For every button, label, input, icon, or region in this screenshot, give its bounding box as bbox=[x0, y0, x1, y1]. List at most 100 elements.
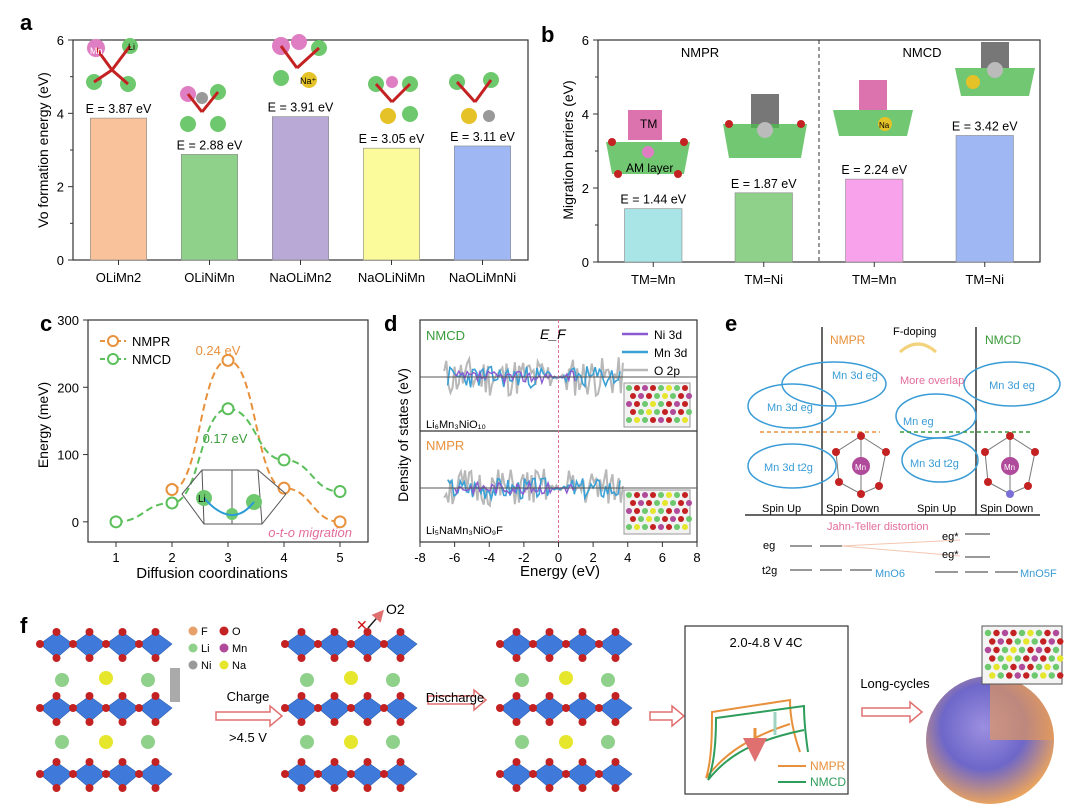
category-label: OLiMn2 bbox=[96, 270, 142, 285]
lattice-atom bbox=[677, 408, 685, 416]
interlayer-atom bbox=[559, 671, 573, 685]
bar-value-label: E = 3.11 eV bbox=[450, 130, 515, 144]
oxygen-atom bbox=[611, 784, 620, 792]
lattice-atom bbox=[685, 515, 693, 523]
oxygen-atom bbox=[562, 704, 570, 712]
lattice-atom bbox=[1027, 646, 1034, 654]
group-label-nmcd: NMCD bbox=[903, 45, 942, 60]
category-label: NaOLiMn2 bbox=[269, 270, 331, 285]
lattice-atom bbox=[681, 416, 689, 424]
lattice-atom bbox=[1040, 672, 1047, 679]
octahedral-slab bbox=[138, 695, 173, 723]
lattice-atom bbox=[637, 499, 645, 507]
oxygen-atom bbox=[52, 692, 61, 700]
mn-atom-label: Mn bbox=[90, 46, 103, 56]
panel-c-axes: 0 100 200 300 1 2 3 4 5 bbox=[57, 313, 369, 565]
mno5f-octahedron: Mn bbox=[981, 432, 1039, 498]
more-overlap-label: More overlap bbox=[900, 375, 964, 387]
cycling-inset: 2.0-4.8 V 4C NMPR NMCD bbox=[684, 625, 849, 795]
oxygen-atom bbox=[396, 692, 405, 700]
panel-a-axes: 0 2 4 6 E = 3.87 eV OLiMn2 E = 2.88 eV OLiNiMn E… bbox=[57, 33, 529, 285]
panel-a-label: a bbox=[20, 10, 33, 35]
charge-arrow: Charge >4.5 V bbox=[215, 689, 284, 745]
panel-d-xlabel: Energy (eV) bbox=[520, 563, 600, 580]
oxygen-atom bbox=[297, 758, 306, 766]
oxygen-atom bbox=[118, 758, 127, 766]
panel-b-ylabel: Migration barriers (eV) bbox=[560, 80, 576, 219]
lattice-atom bbox=[653, 515, 661, 523]
oxygen-atom bbox=[512, 628, 521, 636]
legend-mn3d: Mn 3d bbox=[654, 346, 687, 360]
panel-d-ylabel: Density of states (eV) bbox=[395, 368, 411, 502]
bar-value-label: E = 3.05 eV bbox=[359, 132, 425, 146]
data-point-nmpr bbox=[333, 515, 347, 529]
lattice-atom bbox=[1048, 672, 1055, 679]
oxygen-atom bbox=[512, 718, 521, 726]
o2-release: O2 ✕ bbox=[356, 601, 405, 633]
charge-label: Charge bbox=[227, 689, 270, 704]
lattice-atom bbox=[669, 392, 677, 400]
data-point-nmcd bbox=[109, 515, 123, 529]
mn-t2g-nmcd: Mn 3d t2g bbox=[910, 458, 959, 470]
dos-trace bbox=[447, 477, 621, 502]
bar-tm-mn bbox=[845, 178, 904, 263]
oxygen-atom bbox=[330, 718, 339, 726]
dos-formula-nmcd: Li₆Mn₃NiO₁₀ bbox=[426, 419, 486, 431]
o2-label: O2 bbox=[386, 601, 405, 617]
bar-tm-mn bbox=[624, 208, 683, 263]
lattice-atom bbox=[625, 523, 633, 531]
octahedral-slab bbox=[138, 761, 173, 789]
legend-na: Na bbox=[232, 660, 247, 672]
lattice-atom bbox=[625, 400, 633, 408]
oxygen-atom bbox=[135, 770, 143, 778]
legend-ni: Ni bbox=[201, 660, 211, 672]
interlayer-atom bbox=[141, 673, 155, 687]
oxygen-atom bbox=[314, 704, 322, 712]
cycling-title: 2.0-4.8 V 4C bbox=[730, 635, 803, 650]
oxygen-atom bbox=[281, 770, 289, 778]
y-tick-label: 4 bbox=[582, 107, 589, 122]
lattice-atom bbox=[645, 515, 653, 523]
lattice-atom bbox=[1031, 655, 1038, 662]
spin-up-2: Spin Up bbox=[917, 503, 956, 515]
panel-b-label: b bbox=[541, 22, 554, 47]
oxygen-atom bbox=[85, 784, 94, 792]
interlayer-atom bbox=[559, 735, 573, 749]
dos-system-nmpr: NMPR bbox=[426, 438, 464, 453]
y-tick-label: 100 bbox=[57, 448, 79, 463]
oxygen-atom bbox=[545, 784, 554, 792]
oxygen-atom bbox=[330, 784, 339, 792]
lattice-atom bbox=[653, 392, 661, 400]
lattice-atom bbox=[685, 408, 693, 416]
lattice-atom bbox=[665, 400, 673, 408]
lattice-atom bbox=[1001, 629, 1009, 637]
oxygen-atom bbox=[396, 784, 405, 792]
lattice-atom bbox=[681, 523, 689, 531]
lattice-atom bbox=[681, 384, 689, 392]
lattice-atom bbox=[677, 499, 685, 507]
interlayer-atom bbox=[55, 735, 69, 749]
interlayer-atom bbox=[601, 673, 615, 687]
panel-d-axes: -8 -6 -4 -2 0 2 4 6 8 bbox=[414, 319, 701, 565]
bar-value-label: E = 3.91 eV bbox=[268, 101, 334, 115]
oxygen-atom bbox=[611, 628, 620, 636]
lattice-atom bbox=[633, 384, 641, 392]
lattice-atom bbox=[1052, 663, 1060, 671]
lattice-atom bbox=[1010, 629, 1017, 637]
lattice-atom bbox=[1014, 655, 1021, 662]
interlayer-atom bbox=[99, 671, 113, 685]
lattice-atom bbox=[637, 392, 645, 400]
mn-eg-down-nmcd: Mn 3d eg bbox=[989, 380, 1035, 392]
bar-olinimn bbox=[180, 154, 239, 261]
lattice-atom bbox=[649, 384, 657, 392]
barrier-label-nmpr: 0.24 eV bbox=[196, 343, 241, 358]
legend-mn: Mn bbox=[232, 643, 247, 655]
lattice-atom bbox=[649, 416, 657, 424]
oxygen-atom bbox=[85, 718, 94, 726]
lattice-atom bbox=[1018, 629, 1026, 637]
series-line-nmcd bbox=[115, 407, 341, 523]
oxygen-atom bbox=[496, 770, 504, 778]
lattice-atom bbox=[629, 408, 637, 416]
oxygen-atom bbox=[102, 770, 110, 778]
lattice-atom bbox=[1018, 663, 1026, 671]
